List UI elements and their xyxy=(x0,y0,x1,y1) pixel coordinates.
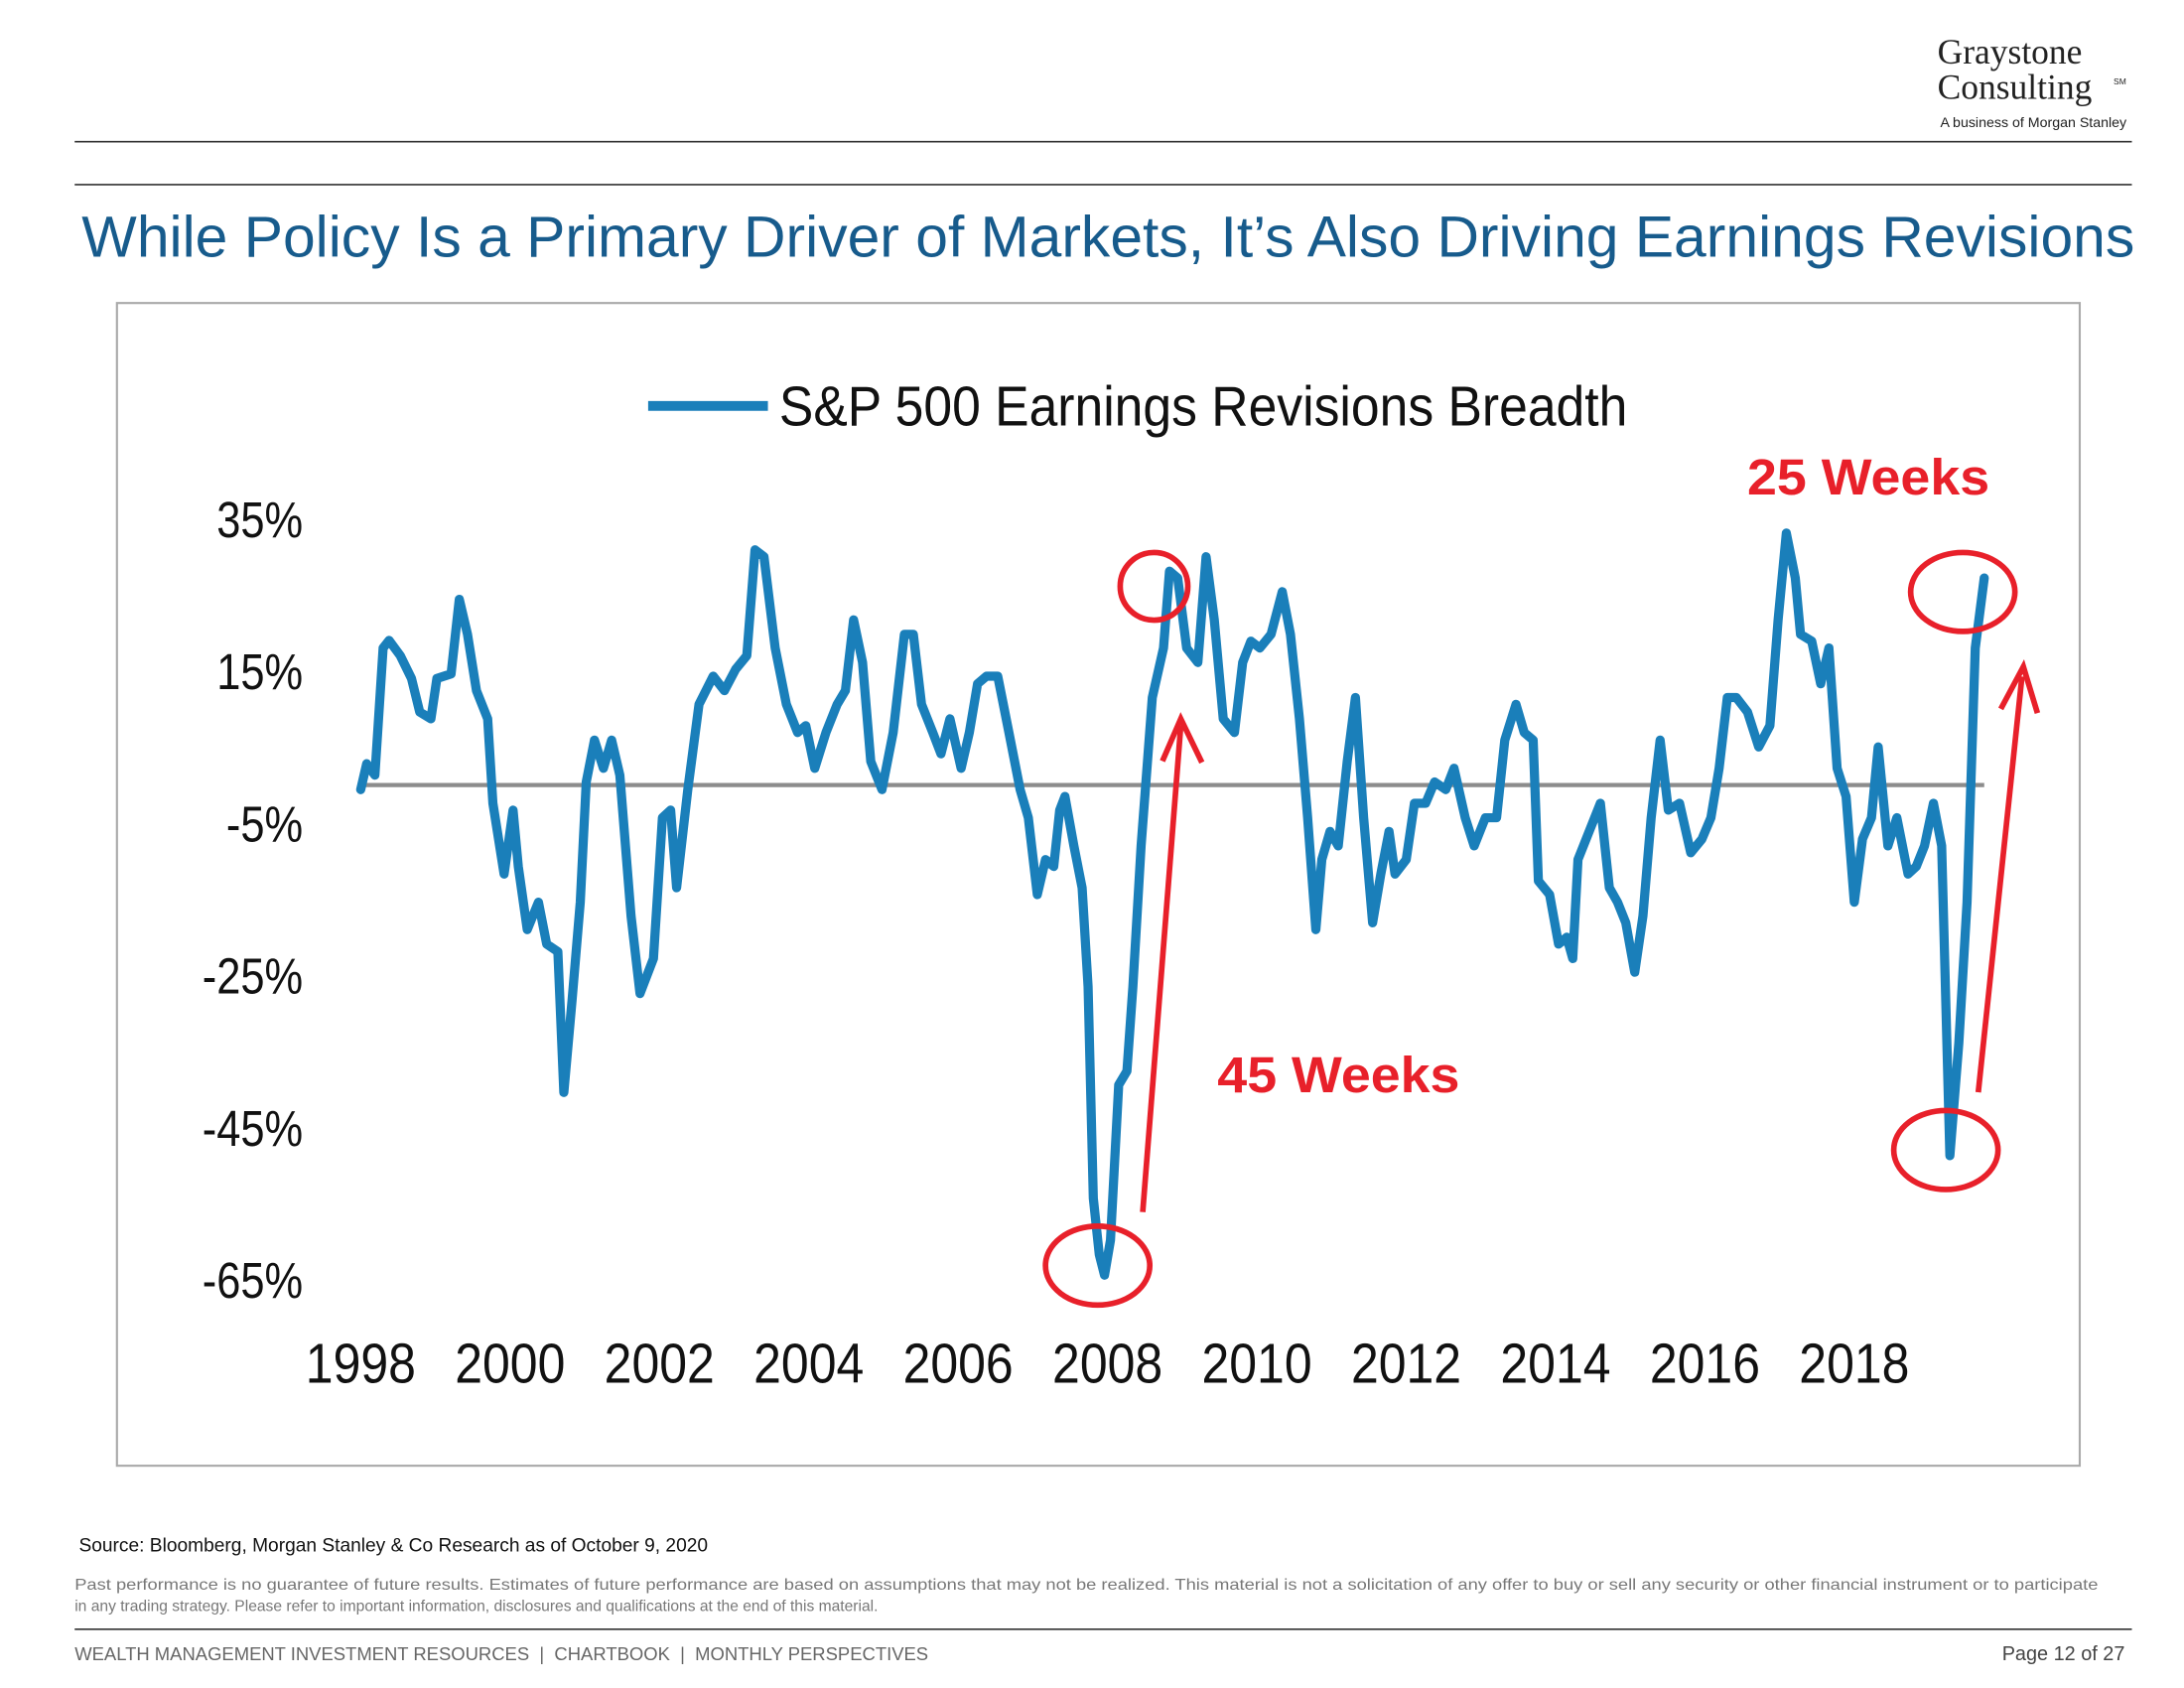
x-tick-label: 2018 xyxy=(1799,1334,1909,1396)
y-tick-label: -5% xyxy=(226,796,303,853)
series-line xyxy=(355,528,1989,1280)
x-tick-label: 2008 xyxy=(1052,1334,1162,1396)
circle xyxy=(1890,1107,2001,1193)
disclaimer: Past performance is no guarantee of futu… xyxy=(74,1577,2098,1594)
annotation: 25 Weeks xyxy=(1747,449,1989,505)
slide-title: While Policy Is a Primary Driver of Mark… xyxy=(81,205,2134,269)
disclaimer: in any trading strategy. Please refer to… xyxy=(74,1598,878,1615)
arrow xyxy=(1975,676,2025,1093)
y-tick-label: -25% xyxy=(203,948,303,1005)
source: Source: Bloomberg, Morgan Stanley & Co R… xyxy=(78,1536,708,1557)
footer: WEALTH MANAGEMENT INVESTMENT RESOURCES |… xyxy=(74,1643,928,1664)
circle xyxy=(1042,1223,1154,1309)
logo-line: Consulting xyxy=(1938,67,2093,106)
plot: S&P 500 Earnings Revisions Breadth -65% -4… xyxy=(203,376,1989,1396)
x-tick-label: 2016 xyxy=(1650,1334,1760,1396)
legend-label: S&P 500 Earnings Revisions Breadth xyxy=(779,376,1627,439)
circle xyxy=(1907,549,2018,634)
logo-tagline: A business of Morgan Stanley xyxy=(1940,115,2127,131)
logo-mark: SM xyxy=(2114,76,2126,86)
x-tick-label: 2006 xyxy=(903,1334,1014,1396)
arrow xyxy=(1140,725,1184,1212)
page-number: Page 12 of 27 xyxy=(2002,1643,2125,1665)
annotation: 45 Weeks xyxy=(1217,1047,1459,1103)
circle xyxy=(1117,549,1191,624)
y-tick-label: 15% xyxy=(216,644,303,701)
arrow-head xyxy=(1160,712,1205,765)
x-tick-label: 2004 xyxy=(753,1334,864,1396)
y-tick-label: -65% xyxy=(203,1253,303,1310)
x-tick-label: 2012 xyxy=(1351,1334,1461,1396)
annotation-marks xyxy=(1042,549,2041,1309)
x-tick-label: 1998 xyxy=(306,1334,416,1396)
x-tick-label: 2002 xyxy=(605,1334,715,1396)
y-tick-label: 35% xyxy=(216,492,303,549)
y-tick-label: -45% xyxy=(203,1101,303,1158)
x-tick-label: 2000 xyxy=(455,1334,565,1396)
arrow-head xyxy=(1997,658,2041,715)
logo-line: Graystone xyxy=(1938,32,2083,71)
x-tick-label: 2014 xyxy=(1500,1334,1610,1396)
x-tick-label: 2010 xyxy=(1201,1334,1311,1396)
chart-frame xyxy=(115,302,2082,1468)
